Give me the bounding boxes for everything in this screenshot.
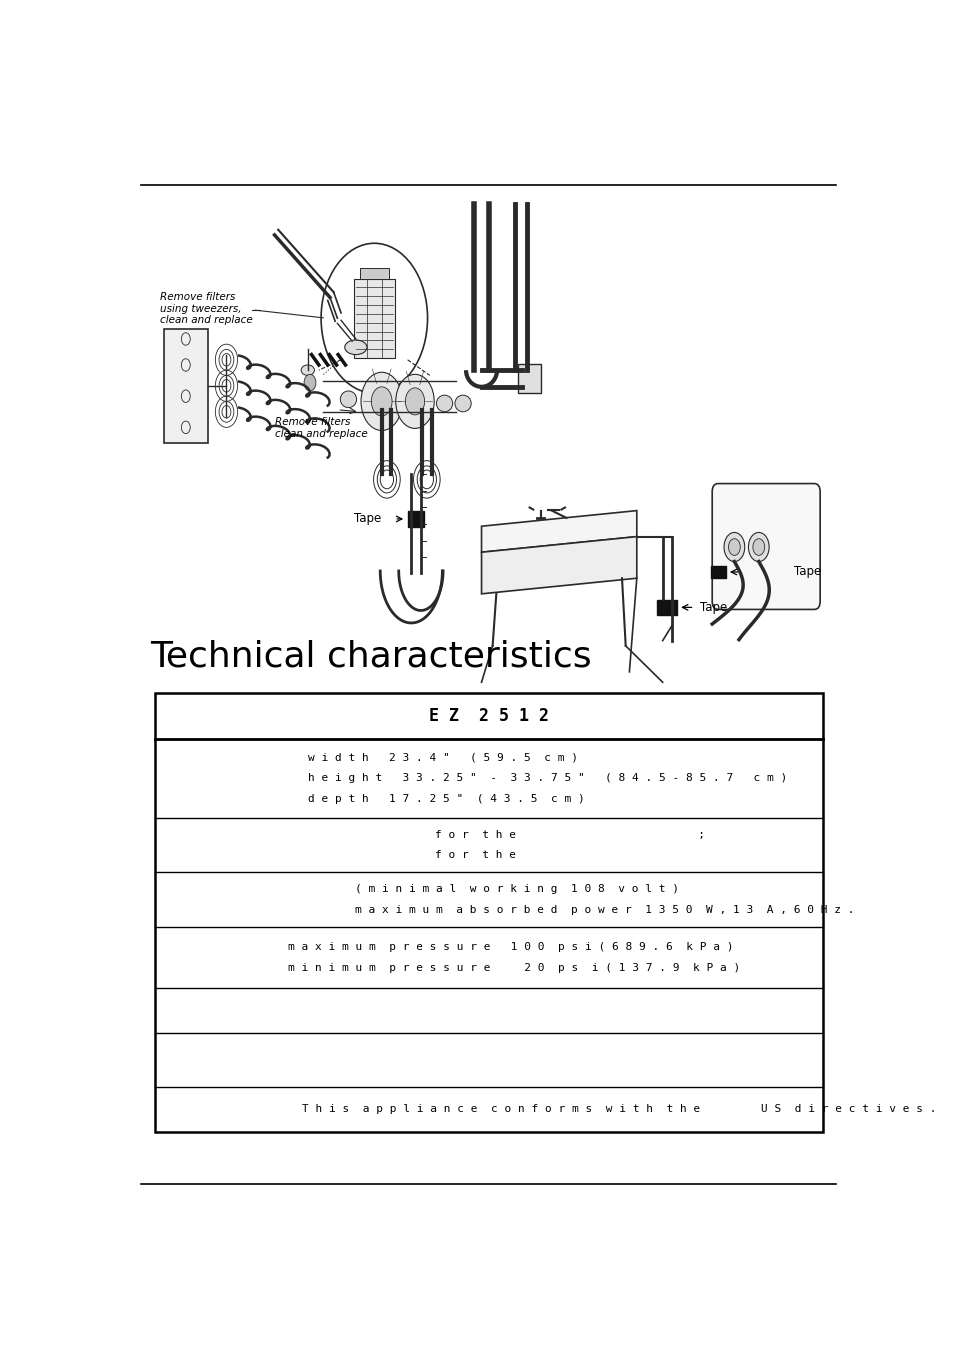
Text: w i d t h   2 3 . 4 "   ( 5 9 . 5  c m ): w i d t h 2 3 . 4 " ( 5 9 . 5 c m ) <box>308 753 578 762</box>
Circle shape <box>723 532 744 562</box>
Text: Tape: Tape <box>355 512 381 526</box>
Text: E Z  2 5 1 2: E Z 2 5 1 2 <box>429 707 548 725</box>
Bar <box>657 600 676 615</box>
Bar <box>710 566 724 578</box>
Circle shape <box>395 374 434 428</box>
Bar <box>359 269 389 278</box>
FancyBboxPatch shape <box>712 484 820 609</box>
Text: m i n i m u m  p r e s s u r e     2 0  p s  i ( 1 3 7 . 9  k P a ): m i n i m u m p r e s s u r e 2 0 p s i … <box>288 963 740 973</box>
Text: Remove filters
clean and replace: Remove filters clean and replace <box>274 417 367 439</box>
Circle shape <box>405 388 424 415</box>
Text: d e p t h   1 7 . 2 5 "  ( 4 3 . 5  c m ): d e p t h 1 7 . 2 5 " ( 4 3 . 5 c m ) <box>308 794 584 804</box>
Bar <box>518 363 540 393</box>
Ellipse shape <box>340 390 356 408</box>
Circle shape <box>360 373 402 431</box>
Polygon shape <box>481 511 637 553</box>
Text: h e i g h t   3 3 . 2 5 "  -  3 3 . 7 5 "   ( 8 4 . 5 - 8 5 . 7   c m ): h e i g h t 3 3 . 2 5 " - 3 3 . 7 5 " ( … <box>308 773 787 784</box>
Circle shape <box>752 539 764 555</box>
Text: Technical characteristics: Technical characteristics <box>151 640 591 674</box>
Text: f o r  t h e: f o r t h e <box>435 850 516 861</box>
Text: f o r  t h e                           ;: f o r t h e ; <box>435 830 704 839</box>
Ellipse shape <box>301 365 314 376</box>
Circle shape <box>304 374 315 390</box>
Ellipse shape <box>344 340 367 354</box>
Text: Tape: Tape <box>699 601 726 613</box>
Ellipse shape <box>436 394 453 412</box>
Circle shape <box>728 539 740 555</box>
Bar <box>154 693 822 1132</box>
Circle shape <box>371 386 392 416</box>
Bar <box>164 328 208 443</box>
Text: Tape: Tape <box>794 566 821 578</box>
Text: m a x i m u m  p r e s s u r e   1 0 0  p s i ( 6 8 9 . 6  k P a ): m a x i m u m p r e s s u r e 1 0 0 p s … <box>288 942 733 952</box>
Bar <box>407 511 423 527</box>
Text: Remove filters
using tweezers,
clean and replace: Remove filters using tweezers, clean and… <box>160 292 253 326</box>
Polygon shape <box>481 536 637 594</box>
Text: T h i s  a p p l i a n c e  c o n f o r m s  w i t h  t h e         U S  d i r e: T h i s a p p l i a n c e c o n f o r m … <box>301 1105 935 1115</box>
Circle shape <box>748 532 768 562</box>
Bar <box>354 278 395 358</box>
Text: ( m i n i m a l  w o r k i n g  1 0 8  v o l t ): ( m i n i m a l w o r k i n g 1 0 8 v o … <box>355 884 679 894</box>
Ellipse shape <box>455 394 471 412</box>
Text: m a x i m u m  a b s o r b e d  p o w e r  1 3 5 0  W , 1 3  A , 6 0 H z .: m a x i m u m a b s o r b e d p o w e r … <box>355 905 854 915</box>
